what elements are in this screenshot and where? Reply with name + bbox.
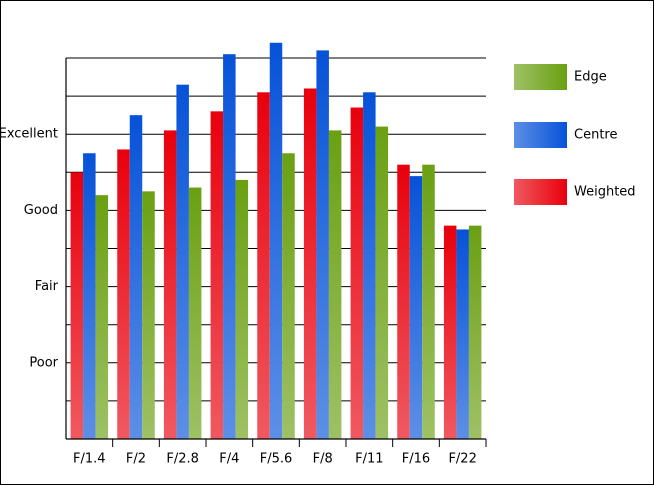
bar	[223, 54, 236, 439]
bar	[70, 172, 84, 440]
bar	[269, 42, 283, 439]
bar	[363, 92, 376, 439]
bar	[316, 50, 329, 439]
bar	[422, 164, 435, 439]
bar	[117, 149, 130, 439]
bar	[188, 187, 202, 439]
bar	[163, 130, 177, 439]
y-tick-label: Excellent	[0, 127, 58, 142]
bar	[235, 179, 249, 440]
bar	[468, 225, 482, 439]
bar	[282, 153, 295, 439]
bar	[303, 88, 317, 439]
y-tick-label: Poor	[29, 355, 58, 370]
legend-swatch	[514, 179, 567, 205]
bar	[328, 130, 342, 439]
bar	[257, 92, 270, 439]
bar	[95, 195, 109, 439]
x-tick-label: F/8	[313, 452, 333, 467]
x-tick-label: F/5.6	[260, 452, 293, 467]
bar	[375, 126, 389, 439]
bar	[142, 191, 155, 439]
legend-swatch	[514, 64, 567, 90]
bar	[83, 153, 96, 439]
bar	[176, 84, 189, 440]
x-tick-label: F/2	[126, 452, 146, 467]
x-tick-label: F/16	[402, 452, 430, 467]
y-tick-label: Fair	[35, 279, 59, 294]
x-tick-label: F/2.8	[166, 452, 199, 467]
x-tick-label: F/4	[219, 452, 239, 467]
bar	[210, 111, 224, 439]
bar	[456, 229, 469, 439]
x-tick-label: F/1.4	[73, 452, 106, 467]
bar	[443, 225, 457, 439]
bar	[350, 107, 364, 439]
x-tick-label: F/22	[448, 452, 476, 467]
legend-swatch	[514, 122, 567, 148]
bar	[129, 115, 143, 440]
legend-label: Weighted	[574, 185, 636, 200]
legend-label: Edge	[574, 70, 607, 85]
legend-label: Centre	[574, 128, 617, 143]
x-tick-label: F/11	[355, 452, 383, 467]
y-tick-label: Good	[24, 203, 58, 218]
bar	[409, 176, 423, 440]
bar	[397, 164, 410, 439]
